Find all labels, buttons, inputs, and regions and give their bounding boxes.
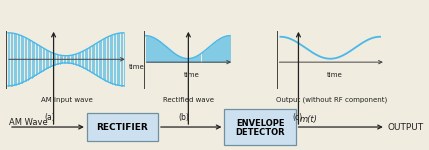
- Text: RECTIFIER: RECTIFIER: [97, 123, 148, 132]
- FancyBboxPatch shape: [224, 109, 296, 145]
- FancyBboxPatch shape: [87, 113, 158, 141]
- Text: ENVELOPE: ENVELOPE: [236, 119, 284, 128]
- Text: m(t): m(t): [299, 115, 317, 124]
- Text: OUTPUT: OUTPUT: [388, 123, 424, 132]
- Text: time: time: [326, 72, 342, 78]
- Text: (b): (b): [179, 113, 190, 122]
- Text: time: time: [184, 72, 200, 78]
- Text: Rectified wave: Rectified wave: [163, 97, 214, 103]
- Text: (c): (c): [293, 113, 303, 122]
- Text: DETECTOR: DETECTOR: [235, 128, 285, 137]
- Text: (a): (a): [44, 113, 55, 122]
- Text: AM input wave: AM input wave: [41, 97, 93, 103]
- Text: Output (without RF component): Output (without RF component): [275, 96, 387, 103]
- Text: AM Wave: AM Wave: [9, 118, 48, 127]
- Text: time: time: [129, 64, 144, 70]
